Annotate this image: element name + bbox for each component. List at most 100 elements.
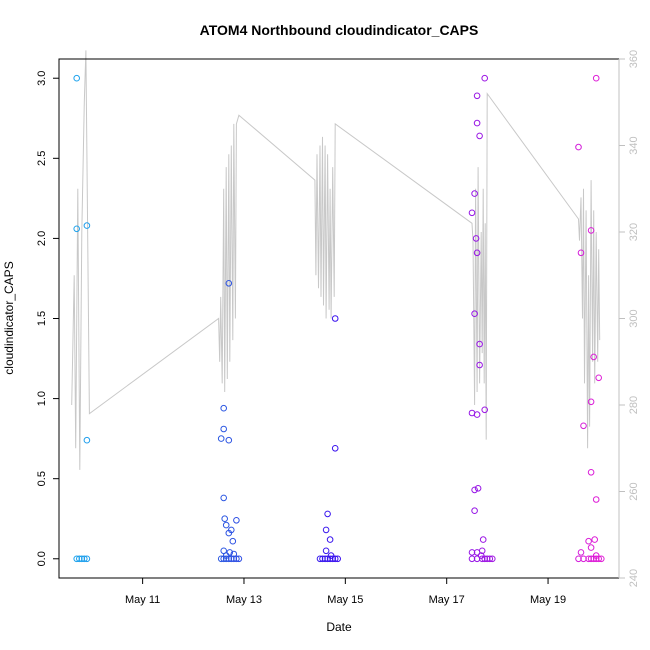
data-point — [479, 536, 487, 543]
data-point — [587, 398, 595, 406]
data-point — [473, 249, 481, 257]
x-tick-label: May 15 — [327, 594, 363, 606]
data-point — [575, 555, 582, 563]
data-point — [598, 555, 605, 563]
y2-tick-label: 300 — [628, 309, 640, 327]
data-point — [471, 190, 478, 197]
data-point — [481, 555, 489, 563]
data-point — [76, 555, 83, 563]
data-point — [473, 92, 481, 100]
data-point — [468, 549, 476, 556]
data-point — [580, 555, 587, 563]
y-tick-label: 3.0 — [36, 71, 48, 86]
data-point — [321, 555, 329, 563]
data-point — [334, 555, 342, 563]
data-point — [486, 555, 494, 563]
data-point — [73, 225, 80, 233]
y-tick-label: 0.5 — [36, 471, 48, 486]
data-point — [225, 436, 233, 444]
data-point — [473, 555, 481, 563]
data-point — [476, 340, 483, 348]
y-tick-label: 2.0 — [36, 231, 48, 246]
data-point — [471, 486, 478, 494]
y-tick-label: 1.5 — [36, 311, 48, 326]
data-point — [220, 425, 227, 433]
data-point — [83, 555, 91, 563]
data-point — [587, 469, 595, 476]
data-point — [468, 555, 476, 563]
data-point — [585, 537, 592, 545]
data-point — [474, 485, 482, 492]
x-tick-label: May 17 — [429, 594, 465, 606]
data-point — [331, 445, 339, 452]
y-tick-label: 0.0 — [36, 551, 48, 566]
data-point — [592, 74, 600, 82]
data-point — [481, 74, 489, 82]
data-point — [331, 315, 339, 322]
data-point — [319, 555, 326, 563]
data-point — [587, 544, 595, 551]
data-point — [81, 555, 88, 563]
data-point — [221, 515, 228, 523]
data-point — [595, 374, 603, 382]
data-point — [476, 132, 483, 140]
data-point — [220, 404, 227, 412]
data-point — [471, 310, 478, 318]
y2-tick-label: 340 — [628, 136, 640, 154]
secondary-line-layer — [71, 50, 601, 470]
y2-tick-label: 280 — [628, 396, 640, 414]
x-axis-label: Date — [326, 620, 352, 634]
data-point — [591, 536, 599, 543]
data-point — [577, 249, 585, 257]
x-tick-label: May 11 — [125, 594, 160, 606]
chart-title: ATOM4 Northbound cloudindicator_CAPS — [200, 22, 479, 38]
y-axis-label: cloudindicator_CAPS — [2, 261, 16, 374]
y-axis-right: 240 260 280 300 320 340 360 — [618, 50, 640, 587]
data-point — [229, 537, 237, 545]
data-point — [590, 353, 598, 361]
data-point — [233, 555, 240, 563]
secondary-series-line — [71, 50, 601, 470]
data-point — [225, 529, 233, 537]
y2-tick-label: 240 — [628, 569, 640, 587]
data-point — [592, 496, 600, 503]
data-point — [473, 119, 481, 127]
data-point — [235, 555, 243, 563]
data-point — [324, 555, 331, 563]
data-point — [489, 555, 496, 563]
data-point — [481, 406, 489, 414]
data-point — [590, 555, 598, 563]
data-point — [316, 555, 324, 563]
data-point — [575, 143, 582, 151]
y-tick-label: 1.0 — [36, 391, 48, 406]
data-point — [595, 555, 603, 563]
data-point — [233, 517, 240, 524]
data-point — [472, 235, 480, 242]
data-point — [217, 435, 225, 442]
data-point — [225, 280, 233, 287]
data-point — [483, 555, 491, 563]
y-tick-label: 2.5 — [36, 151, 48, 166]
data-point — [326, 536, 334, 543]
data-point — [324, 510, 331, 518]
data-point — [476, 361, 483, 369]
data-point — [331, 555, 339, 563]
data-point — [592, 555, 600, 563]
data-point — [220, 494, 227, 502]
data-point — [468, 209, 476, 217]
data-point — [329, 555, 337, 563]
data-point — [473, 411, 481, 418]
y2-tick-label: 260 — [628, 482, 640, 500]
y-axis-left: 0.0 0.5 1.0 1.5 2.0 2.5 3.0 — [36, 71, 59, 566]
data-point — [322, 526, 330, 534]
data-point — [471, 507, 478, 515]
data-point — [587, 227, 595, 234]
data-point — [478, 555, 486, 563]
x-tick-label: May 19 — [530, 594, 566, 606]
data-point — [83, 436, 91, 444]
data-point — [73, 74, 80, 82]
data-point — [326, 555, 334, 563]
data-point — [230, 555, 238, 563]
data-point — [322, 547, 330, 555]
data-point — [577, 549, 585, 556]
